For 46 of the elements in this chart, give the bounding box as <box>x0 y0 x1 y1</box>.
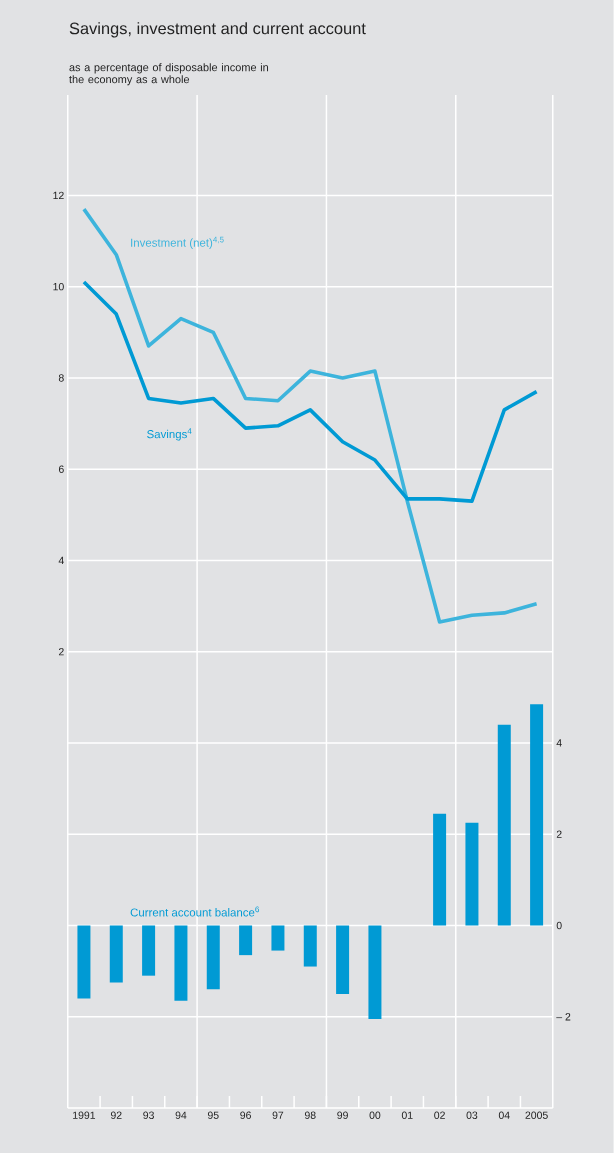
x-tick-label: 95 <box>208 1111 219 1119</box>
series-label: Current account balance$^{6}$ <box>130 906 260 917</box>
text: Savings$^{4}$ <box>147 428 192 441</box>
x-tick-label: 2005 <box>525 1111 548 1119</box>
bar <box>465 822 479 926</box>
bar <box>206 925 220 990</box>
x-tick-label: 94 <box>175 1111 187 1119</box>
y2-tick-label: 2 <box>556 830 562 838</box>
x-tick-label: 98 <box>305 1111 316 1119</box>
bar <box>174 925 188 1001</box>
series-label: Investment (net)$^{4,5}$ <box>131 236 224 250</box>
chart-subtitle: as a percentage of disposable income in the economy as a whole <box>69 63 269 86</box>
x-tick-label: 93 <box>143 1111 155 1119</box>
chart-title: Savings, investment and current account <box>69 22 366 38</box>
x-tick-label: 96 <box>240 1111 252 1119</box>
y2-tick-label: 0 <box>556 921 562 930</box>
x-tick-label: 01 <box>401 1111 413 1119</box>
x-tick-label: 00 <box>369 1111 381 1119</box>
bar <box>271 925 285 951</box>
x-tick-label: 02 <box>434 1111 445 1119</box>
line-series <box>82 280 539 503</box>
bar <box>303 925 317 967</box>
y-tick-label: 4 <box>58 556 65 565</box>
y2-tick-label: 4 <box>556 739 562 747</box>
y-tick-label: 6 <box>59 465 64 473</box>
bar <box>433 813 447 926</box>
x-tick-label: 99 <box>337 1111 349 1119</box>
bar <box>530 704 544 926</box>
bar <box>239 925 253 956</box>
y-tick-label: 12 <box>53 191 64 200</box>
y-tick-label: 2 <box>59 648 64 656</box>
bar <box>142 925 156 976</box>
bar <box>109 925 123 983</box>
y-tick-label: 8 <box>58 374 64 382</box>
x-tick-label: 92 <box>111 1111 122 1119</box>
y2-tick-label: – 2 <box>556 1013 571 1021</box>
line-series <box>82 207 539 624</box>
x-tick-label: 1991 <box>73 1111 96 1119</box>
bar <box>368 925 382 1020</box>
bar <box>336 925 350 994</box>
y-tick-label: 10 <box>53 282 64 291</box>
x-tick-label: 03 <box>466 1111 478 1119</box>
x-tick-label: 97 <box>272 1111 284 1119</box>
bar <box>497 724 511 926</box>
x-tick-label: 04 <box>498 1111 510 1119</box>
bar <box>77 925 91 999</box>
